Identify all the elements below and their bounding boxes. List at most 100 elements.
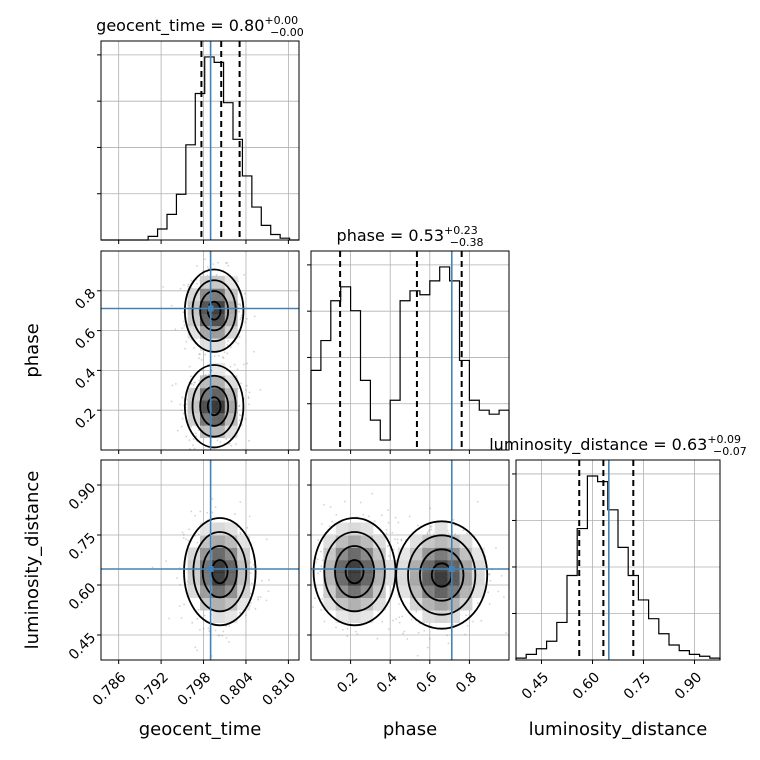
xtick-label-geocent_time: 0.792 xyxy=(132,669,172,709)
sample-point xyxy=(221,356,224,358)
ytick-label-luminosity_distance: 0.45 xyxy=(66,630,99,663)
density-cell xyxy=(335,522,349,536)
density-cell xyxy=(212,610,226,623)
density-cell xyxy=(200,387,213,401)
sample-point xyxy=(181,417,184,420)
contour-level-2 xyxy=(323,531,386,613)
sample-point xyxy=(222,357,225,359)
sample-point xyxy=(197,608,200,611)
sample-point xyxy=(303,522,305,524)
sample-point xyxy=(428,529,431,531)
contour-level-3 xyxy=(395,520,489,630)
truth-marker xyxy=(207,305,214,312)
sample-point xyxy=(335,626,337,629)
sample-point xyxy=(356,633,359,635)
hist-frame-phase xyxy=(310,250,510,451)
sample-point xyxy=(430,525,433,528)
title-main: luminosity_distance = 0.63 xyxy=(489,435,707,455)
density-cell xyxy=(410,585,423,598)
density-cell xyxy=(224,375,238,389)
sample-point xyxy=(211,497,214,500)
sample-point xyxy=(308,576,310,578)
sample-point xyxy=(207,373,210,376)
sample-point xyxy=(176,429,179,432)
density-cell xyxy=(434,547,448,561)
density-cell xyxy=(434,522,448,536)
sample-point xyxy=(248,515,251,518)
sample-point xyxy=(254,608,257,610)
sample-point xyxy=(192,438,195,441)
sample-point xyxy=(385,532,388,535)
sample-point xyxy=(346,627,349,630)
sample-point xyxy=(396,542,399,544)
sample-point xyxy=(398,621,401,624)
sample-point xyxy=(249,572,252,574)
sample-point xyxy=(243,273,245,276)
contour-level-0 xyxy=(344,559,365,585)
sample-point xyxy=(180,458,182,460)
sample-point xyxy=(267,590,270,593)
density-cell xyxy=(434,535,448,548)
density-cell xyxy=(348,522,361,536)
sample-point xyxy=(315,561,317,564)
density-cell xyxy=(447,535,460,548)
sample-point xyxy=(329,506,332,508)
contours xyxy=(183,268,245,449)
density-cells xyxy=(187,522,250,623)
contour-level-1 xyxy=(201,545,238,599)
sample-point xyxy=(192,384,195,386)
sample-point xyxy=(228,625,231,628)
sample-point xyxy=(184,538,187,541)
density-cell xyxy=(422,535,436,548)
ytick-label-luminosity_distance: 0.75 xyxy=(66,530,99,563)
sample-point xyxy=(178,605,181,607)
panel-content xyxy=(101,251,299,460)
sample-point xyxy=(174,328,177,331)
sample-point xyxy=(429,507,432,510)
sample-point xyxy=(238,310,241,313)
sample-point xyxy=(239,304,242,307)
sample-point xyxy=(343,500,346,503)
truth-marker xyxy=(207,566,214,572)
sample-point xyxy=(214,506,217,509)
sample-point xyxy=(426,533,429,536)
density-cell xyxy=(224,535,238,548)
sample-point xyxy=(240,314,243,317)
sample-point xyxy=(489,579,492,582)
sample-point xyxy=(250,582,253,585)
sample-point xyxy=(430,528,433,531)
sample-point xyxy=(301,570,303,572)
sample-point xyxy=(257,596,260,599)
sample-point xyxy=(245,614,247,617)
contour-level-2 xyxy=(192,531,248,613)
sample-point xyxy=(168,617,171,620)
truth-marker xyxy=(448,566,455,572)
sample-point xyxy=(371,492,374,495)
sample-point xyxy=(180,425,183,428)
hist-grid-luminosity_distance xyxy=(516,460,720,660)
sample-point xyxy=(181,327,184,329)
sample-point xyxy=(394,538,396,541)
sample-point xyxy=(243,292,246,295)
sample-point xyxy=(426,646,429,649)
sample-point xyxy=(447,532,450,535)
sample-point xyxy=(204,353,207,356)
density-cell xyxy=(471,585,485,598)
sample-point xyxy=(239,303,241,305)
sample-point xyxy=(335,513,338,516)
sample-point xyxy=(190,338,193,341)
sample-point xyxy=(394,516,397,519)
density-cell xyxy=(200,585,213,598)
sample-point xyxy=(245,384,248,387)
sample-point xyxy=(203,614,206,617)
hist-panel-geocent_time: geocent_time = 0.80+0.00 −0.00 xyxy=(96,14,304,244)
sample-point xyxy=(328,525,331,528)
sample-point xyxy=(240,316,243,319)
sample-point xyxy=(239,318,242,321)
sample-point xyxy=(386,545,389,548)
density-cell xyxy=(397,585,411,598)
density-cell xyxy=(434,572,448,586)
sample-point xyxy=(240,382,243,385)
sample-point xyxy=(182,533,185,536)
sample-point xyxy=(391,531,394,534)
